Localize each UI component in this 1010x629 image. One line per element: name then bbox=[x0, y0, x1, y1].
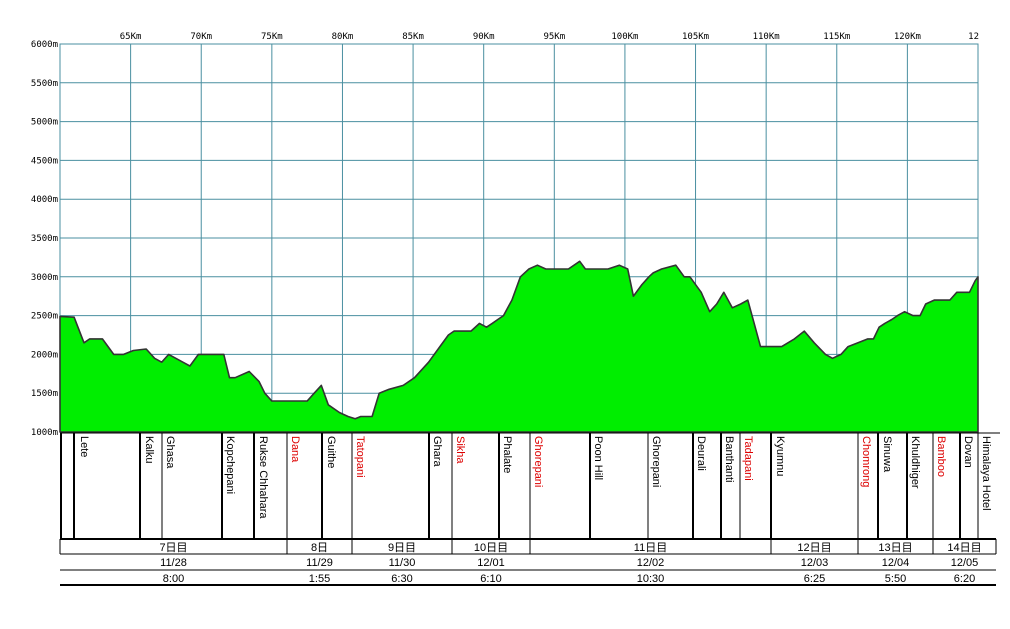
place-label: Poon Hill bbox=[592, 436, 604, 480]
place-label: Dovan bbox=[962, 436, 974, 468]
date-label: 12/02 bbox=[637, 557, 665, 569]
day-label: 12日目 bbox=[797, 542, 831, 554]
place-label: Tatopani bbox=[354, 436, 366, 478]
date-label: 12/05 bbox=[951, 557, 979, 569]
place-label: Ghorepani bbox=[650, 436, 662, 487]
elevation-area bbox=[59, 260, 979, 433]
y-tick-label: 3000m bbox=[31, 273, 58, 283]
day-table: 7日目 11/28 8:00 8日 11/29 1:55 9日目 11/30 6:30 10日目 1… bbox=[59, 538, 997, 586]
place-label: Tadapani bbox=[742, 436, 754, 481]
date-label: 12/01 bbox=[477, 557, 505, 569]
time-label: 6:30 bbox=[391, 573, 412, 585]
place-label: Khuldhiger bbox=[909, 436, 921, 489]
y-tick-label: 4000m bbox=[31, 195, 58, 205]
time-label: 8:00 bbox=[163, 573, 184, 585]
y-tick-label: 5500m bbox=[31, 79, 58, 89]
day-label: 8日 bbox=[311, 542, 328, 554]
place-label: Lete bbox=[78, 436, 90, 457]
place-label: Rukse Chhahara bbox=[257, 436, 269, 519]
place-label: Kopchepani bbox=[224, 436, 236, 494]
x-tick-label: 95Km bbox=[543, 32, 565, 42]
x-tick-label: 75Km bbox=[261, 32, 283, 42]
day-label: 7日目 bbox=[159, 542, 187, 554]
time-label: 10:30 bbox=[637, 573, 665, 585]
time-label: 1:55 bbox=[309, 573, 330, 585]
y-tick-label: 1000m bbox=[31, 428, 58, 438]
day-label: 9日目 bbox=[388, 542, 416, 554]
x-tick-label: 12 bbox=[968, 32, 979, 42]
place-label: Guithe bbox=[325, 436, 337, 468]
y-tick-label: 1500m bbox=[31, 389, 58, 399]
time-label: 6:10 bbox=[480, 573, 501, 585]
place-label: Chomrong bbox=[860, 436, 872, 487]
place-labels: Lete Kalku Ghasa Kopchepani Rukse Chhahara Da… bbox=[60, 432, 1000, 539]
y-tick-label: 5000m bbox=[31, 118, 58, 128]
x-tick-label: 85Km bbox=[402, 32, 424, 42]
place-label: Dana bbox=[289, 436, 301, 463]
x-tick-label: 100Km bbox=[611, 32, 638, 42]
y-tick-label: 2500m bbox=[31, 312, 58, 322]
date-label: 12/04 bbox=[882, 557, 910, 569]
y-tick-label: 3500m bbox=[31, 234, 58, 244]
x-tick-label: 110Km bbox=[753, 32, 780, 42]
x-tick-label: 105Km bbox=[682, 32, 709, 42]
place-label: Kyumnu bbox=[774, 436, 786, 476]
place-label: Bamboo bbox=[935, 436, 947, 477]
place-label: Phalate bbox=[501, 436, 513, 473]
place-label: Kalku bbox=[143, 436, 155, 464]
x-tick-label: 80Km bbox=[332, 32, 354, 42]
x-tick-label: 120Km bbox=[894, 32, 921, 42]
date-label: 11/29 bbox=[306, 557, 333, 569]
place-label: Ghara bbox=[431, 436, 443, 467]
date-label: 11/30 bbox=[389, 557, 416, 569]
y-axis-ticks: 1000m 1500m 2000m 2500m 3000m 3500m 4000m 4500m… bbox=[31, 40, 58, 438]
day-label: 14日目 bbox=[947, 542, 981, 554]
x-tick-label: 115Km bbox=[823, 32, 850, 42]
place-label: Sikha bbox=[454, 436, 466, 464]
x-tick-label: 90Km bbox=[473, 32, 495, 42]
place-label: Banthanti bbox=[723, 436, 735, 482]
place-label: Sinuwa bbox=[881, 436, 893, 473]
place-label: Himalaya Hotel bbox=[980, 436, 992, 511]
x-tick-label: 65Km bbox=[120, 32, 142, 42]
time-label: 6:20 bbox=[954, 573, 975, 585]
time-label: 6:25 bbox=[804, 573, 825, 585]
date-label: 12/03 bbox=[801, 557, 829, 569]
day-label: 13日目 bbox=[878, 542, 912, 554]
time-label: 5:50 bbox=[885, 573, 906, 585]
date-label: 11/28 bbox=[160, 557, 187, 569]
x-axis-ticks: 65Km 70Km 75Km 80Km 85Km 90Km 95Km 100Km 105Km 11… bbox=[120, 32, 979, 42]
x-tick-label: 70Km bbox=[190, 32, 212, 42]
y-tick-label: 2000m bbox=[31, 350, 58, 360]
y-tick-label: 4500m bbox=[31, 156, 58, 166]
place-label: Ghorepani bbox=[532, 436, 544, 487]
day-label: 10日目 bbox=[474, 542, 508, 554]
day-label: 11日目 bbox=[634, 542, 667, 554]
y-tick-label: 6000m bbox=[31, 40, 58, 50]
place-label: Ghasa bbox=[164, 436, 176, 469]
place-label: Deurali bbox=[695, 436, 707, 471]
